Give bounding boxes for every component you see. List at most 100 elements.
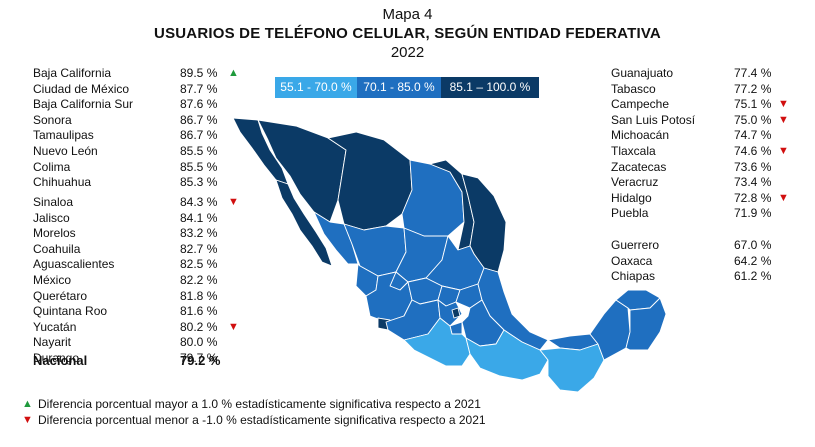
state-name: Baja California Sur [33,97,134,112]
state-row: Aguascalientes 82.5 % [33,257,248,273]
state-value: 87.6 % [180,97,218,112]
state-value: 80.2 % [180,319,218,334]
state-row: Coahuila 82.7 % [33,242,248,258]
right-list-bottom: Guerrero 67.0 % Oaxaca 64.2 % Chiapas 61.2 % [611,238,801,285]
state-name: Jalisco [33,210,70,225]
state-value: 67.0 % [734,238,772,252]
legend-mid: 70.1 - 85.0 % [357,77,441,98]
state-row: Michoacán 74.7 % [611,128,801,144]
state-value: 82.2 % [180,272,218,287]
down-triangle-icon: ▼ [778,113,789,126]
legend-scale: 55.1 - 70.0 % 70.1 - 85.0 % 85.1 – 100.0… [275,77,539,98]
state-value: 80.0 % [180,335,218,350]
legend-low: 55.1 - 70.0 % [275,77,357,98]
footnote-down: ▼ Diferencia porcentual menor a -1.0 % e… [22,412,486,428]
down-triangle-icon: ▼ [778,191,789,204]
state-row: Sonora 86.7 % [33,113,248,129]
state-name: San Luis Potosí [611,112,696,127]
map-year: 2022 [390,44,425,61]
state-value: 71.9 % [734,206,772,221]
state-value: 84.3 % [180,195,218,209]
state-name: Hidalgo [611,190,652,205]
state-row: Puebla 71.9 % [611,206,801,222]
state-value: 73.4 % [734,175,772,190]
footnote-up: ▲ Diferencia porcentual mayor a 1.0 % es… [22,396,486,412]
left-list-top: Baja California 89.5 % ▲ Ciudad de México 87… [33,66,248,191]
state-name: Guerrero [611,238,660,252]
state-name: Aguascalientes [33,257,115,272]
state-value: 86.7 % [180,112,218,127]
state-name: Baja California [33,66,112,80]
state-row: San Luis Potosí 75.0 % ▼ [611,113,801,129]
state-name: Chiapas [611,269,656,284]
state-name: Campeche [611,97,670,112]
state-name: Nayarit [33,335,72,350]
state-cdmx [451,307,461,319]
state-value: 85.5 % [180,143,218,158]
state-name: Chihuahua [33,175,92,190]
state-name: Oaxaca [611,253,653,268]
state-value: 75.1 % [734,97,772,112]
state-row: Quintana Roo 81.6 % [33,304,248,320]
state-name: Quintana Roo [33,304,108,319]
state-name: Ciudad de México [33,81,130,96]
state-row: Jalisco 84.1 % [33,211,248,227]
footnote-down-text: Diferencia porcentual menor a -1.0 % est… [38,413,486,427]
state-value: 64.2 % [734,253,772,268]
state-name: Sinaloa [33,195,74,209]
state-value: 61.2 % [734,269,772,284]
state-value: 74.7 % [734,128,772,143]
state-row: Chihuahua 85.3 % [33,175,248,191]
state-chiapas [539,343,605,393]
state-value: 83.2 % [180,226,218,241]
state-value: 72.8 % [734,190,772,205]
state-name: Morelos [33,226,76,241]
left-list-bottom: Sinaloa 84.3 % ▼ Jalisco 84.1 % Morelos 83.2 %… [33,195,248,367]
down-triangle-icon: ▼ [778,144,789,157]
state-row: Chiapas 61.2 % [611,269,801,285]
state-name: Tamaulipas [33,128,94,143]
state-value: 85.3 % [180,175,218,190]
state-row: Baja California Sur 87.6 % [33,97,248,113]
state-name: Michoacán [611,128,670,143]
state-value: 77.2 % [734,81,772,96]
state-value: 85.5 % [180,159,218,174]
state-row: Veracruz 73.4 % [611,175,801,191]
national-row: Nacional 79.2 % [33,353,248,369]
title-block: Mapa 4 USUARIOS DE TELÉFONO CELULAR, SEG… [0,6,815,62]
state-value: 87.7 % [180,81,218,96]
footnote-up-text: Diferencia porcentual mayor a 1.0 % esta… [38,397,481,411]
state-name: Tabasco [611,81,656,96]
state-name: Yucatán [33,319,77,334]
footnotes: ▲ Diferencia porcentual mayor a 1.0 % es… [22,396,486,428]
state-row: Sinaloa 84.3 % ▼ [33,195,248,211]
state-value: 77.4 % [734,66,772,80]
state-baja-california-sur [275,179,333,267]
state-value: 81.8 % [180,288,218,303]
state-name: Durango [33,350,80,365]
down-triangle-icon: ▼ [22,414,33,426]
state-chihuahua [327,131,413,231]
map-number: Mapa 4 [382,6,433,23]
up-triangle-icon: ▲ [22,398,33,410]
state-row: Ciudad de México 87.7 % [33,82,248,98]
state-value: 82.5 % [180,257,218,272]
state-quintana-roo [625,297,667,351]
up-triangle-icon: ▲ [228,67,239,79]
state-name: Guanajuato [611,66,674,80]
state-row: Nuevo León 85.5 % [33,144,248,160]
state-value: 89.5 % [180,66,218,80]
state-value: 82.7 % [180,241,218,256]
state-row: Tabasco 77.2 % [611,82,801,98]
down-triangle-icon: ▼ [228,196,239,208]
down-triangle-icon: ▼ [778,98,789,111]
state-name: Veracruz [611,175,659,190]
state-row: Hidalgo 72.8 % ▼ [611,191,801,207]
state-row: México 82.2 % [33,273,248,289]
state-row: Colima 85.5 % [33,160,248,176]
state-value: 73.6 % [734,159,772,174]
right-list-top: Guanajuato 77.4 % Tabasco 77.2 % Campeche 75.… [611,66,801,222]
state-value: 81.6 % [180,304,218,319]
state-value: 84.1 % [180,210,218,225]
